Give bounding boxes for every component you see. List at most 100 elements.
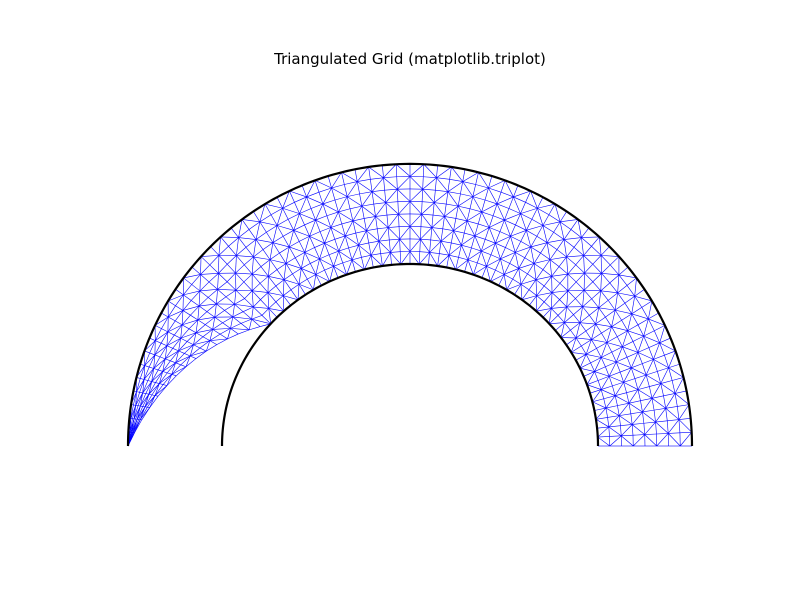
mesh-edge: [235, 272, 253, 275]
mesh-edge: [153, 358, 166, 369]
mesh-edge: [557, 306, 567, 316]
mesh-edge: [351, 259, 356, 272]
mesh-edge: [168, 316, 176, 322]
mesh-edge: [226, 281, 237, 291]
mesh-edge: [467, 259, 478, 264]
mesh-edge: [570, 322, 581, 331]
mesh-edge: [422, 176, 424, 190]
mesh-edge: [220, 236, 229, 247]
mesh-edge: [352, 220, 367, 231]
mesh-edge: [600, 357, 606, 367]
mesh-edge: [563, 237, 582, 240]
mesh-edge: [543, 285, 553, 293]
mesh-edge: [615, 392, 627, 396]
mesh-edge: [560, 322, 565, 338]
mesh-edge: [298, 241, 306, 253]
mesh-edge: [428, 252, 430, 265]
mesh-edge: [151, 383, 160, 396]
mesh-edge: [504, 219, 516, 226]
mesh-edge: [543, 301, 552, 309]
mesh-edge: [594, 371, 610, 377]
mesh-edge: [620, 367, 632, 373]
mesh-edge: [451, 242, 462, 246]
mesh-edge: [230, 328, 250, 331]
mesh-edge: [276, 263, 287, 270]
mesh-edge: [462, 169, 466, 182]
mesh-edge: [338, 247, 349, 252]
mesh-edge: [149, 340, 156, 354]
mesh-edge: [338, 235, 346, 252]
mesh-edge: [475, 184, 489, 189]
mesh-edge: [645, 359, 654, 376]
mesh-edge: [253, 211, 261, 223]
mesh-edge: [208, 281, 218, 290]
mesh-edge: [269, 259, 287, 264]
mesh-edge: [341, 172, 358, 182]
mesh-edge: [153, 354, 156, 369]
mesh-edge: [478, 223, 490, 228]
mesh-edge: [621, 424, 633, 437]
mesh-edge: [655, 422, 657, 435]
mesh-edge: [660, 367, 669, 384]
mesh-edge: [245, 247, 254, 258]
mesh-edge: [170, 350, 179, 362]
mesh-edge: [399, 251, 402, 265]
mesh-edge: [627, 324, 639, 331]
mesh-edge: [285, 263, 293, 275]
mesh-edge: [563, 239, 567, 257]
mesh-edge: [542, 221, 561, 226]
mesh-edge: [348, 244, 359, 249]
mesh-edge: [678, 404, 690, 420]
mesh-edge: [643, 330, 655, 337]
mesh-edge: [309, 219, 316, 237]
mesh-edge: [620, 425, 622, 436]
mesh-edge: [674, 393, 690, 405]
mesh-edge: [199, 289, 218, 292]
mesh-edge: [496, 203, 505, 221]
mesh-edge: [490, 270, 496, 282]
mesh-edge: [283, 230, 294, 237]
mesh-edge: [218, 236, 221, 256]
mesh-edge: [398, 214, 400, 227]
mesh-edge: [451, 166, 463, 182]
mesh-edge: [174, 334, 181, 339]
mesh-edge: [259, 276, 269, 284]
mesh-edge: [235, 264, 245, 274]
mesh-edge: [598, 290, 602, 308]
mesh-edge: [307, 279, 314, 291]
mesh-edge: [180, 364, 187, 368]
mesh-edge: [549, 308, 552, 324]
mesh-edge: [253, 306, 269, 309]
mesh-edge: [329, 266, 334, 282]
mesh-edge: [418, 252, 430, 265]
mesh-edge: [322, 199, 336, 205]
mesh-edge: [249, 326, 261, 331]
mesh-edge: [584, 264, 594, 274]
mesh-edge: [678, 418, 691, 420]
mesh-edge: [546, 232, 554, 243]
mesh-edge: [175, 350, 179, 363]
mesh-edge: [409, 176, 423, 190]
mesh-edge: [595, 407, 607, 420]
mesh-edge: [145, 381, 152, 394]
mesh-edge: [623, 382, 627, 393]
mesh-edge: [167, 362, 176, 374]
mesh-edge: [236, 247, 247, 256]
mesh-edge: [567, 264, 576, 275]
mesh-edge: [498, 274, 505, 286]
mesh-edge: [361, 254, 372, 258]
mesh-edge: [283, 295, 299, 301]
mesh-edge: [531, 208, 538, 220]
mesh-edge: [605, 361, 617, 368]
mesh-edge: [509, 252, 516, 264]
mesh-edge: [505, 247, 516, 253]
mesh-edge: [349, 208, 354, 221]
mesh-edge: [288, 246, 296, 258]
mesh-edge: [612, 385, 616, 396]
mesh-edge: [614, 382, 624, 396]
mesh-edge: [617, 330, 628, 337]
mesh-edge: [309, 231, 321, 237]
mesh-edge: [228, 246, 237, 256]
mesh-edge: [358, 230, 367, 246]
